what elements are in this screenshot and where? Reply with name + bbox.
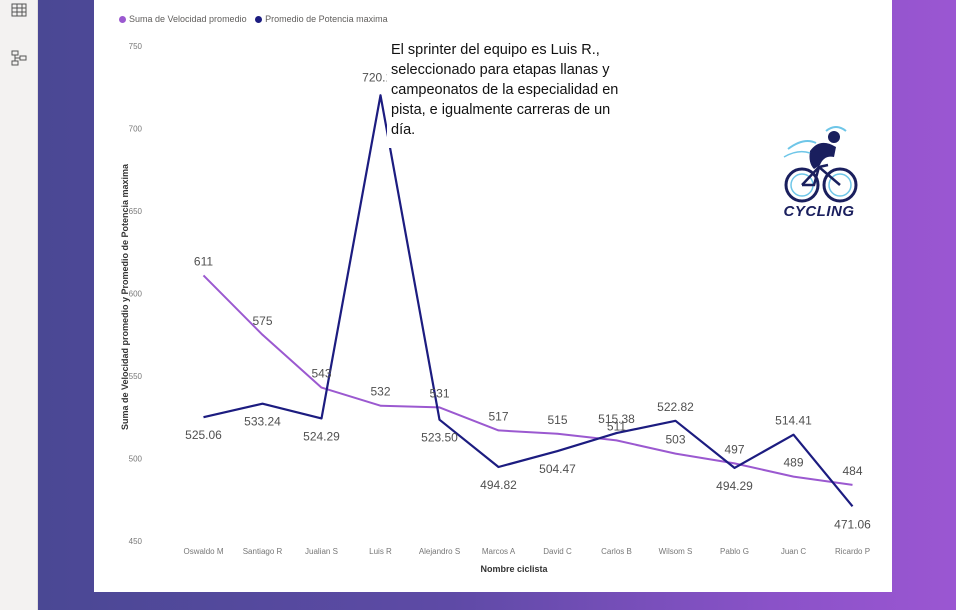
chart-svg: 450 500 550 600 650 700 750 Oswaldo M Santiago … bbox=[120, 42, 871, 574]
data-label-0-5: 517 bbox=[488, 409, 508, 423]
annotation-textbox[interactable]: El sprinter del equipo es Luis R., selec… bbox=[387, 36, 629, 148]
data-label-1-10: 514.41 bbox=[775, 414, 812, 428]
data-point-0-9[interactable] bbox=[733, 461, 737, 465]
x-axis-title: Nombre ciclista bbox=[480, 564, 548, 574]
legend-label-potencia: Promedio de Potencia maxima bbox=[265, 14, 388, 24]
series-line-1[interactable] bbox=[203, 94, 854, 507]
y-tick-label-2: 550 bbox=[129, 372, 143, 381]
data-label-1-11: 471.06 bbox=[834, 517, 871, 531]
data-point-0-0[interactable] bbox=[202, 273, 206, 277]
data-point-0-10[interactable] bbox=[792, 475, 796, 479]
data-label-0-9: 497 bbox=[724, 442, 744, 456]
legend-dot-potencia bbox=[255, 15, 263, 23]
data-point-0-5[interactable] bbox=[497, 428, 501, 432]
legend-item-potencia[interactable]: Promedio de Potencia maxima bbox=[255, 14, 388, 24]
y-tick-label-1: 500 bbox=[129, 455, 143, 464]
data-point-1-4[interactable] bbox=[438, 418, 442, 422]
data-label-0-0: 611 bbox=[194, 254, 213, 268]
data-point-0-8[interactable] bbox=[674, 452, 678, 456]
cycling-logo: CYCLING bbox=[764, 107, 874, 229]
data-label-1-0: 525.06 bbox=[185, 428, 222, 442]
y-tick-label-0: 450 bbox=[129, 537, 143, 546]
legend-item-velocidad[interactable]: Suma de Velocidad promedio bbox=[119, 14, 247, 24]
data-label-0-4: 531 bbox=[429, 386, 449, 400]
x-tick-label-7: Carlos B bbox=[601, 547, 632, 556]
data-point-1-9[interactable] bbox=[733, 466, 737, 470]
x-tick-label-10: Juan C bbox=[781, 547, 807, 556]
data-label-1-1: 533.24 bbox=[244, 415, 281, 429]
y-tick-label-6: 750 bbox=[129, 42, 143, 51]
x-tick-label-8: Wilsom S bbox=[659, 547, 693, 556]
data-point-0-1[interactable] bbox=[261, 333, 265, 337]
x-tick-label-6: David C bbox=[543, 547, 572, 556]
data-point-0-11[interactable] bbox=[851, 483, 855, 487]
data-label-0-7: 511 bbox=[607, 419, 626, 433]
series-line-0[interactable] bbox=[202, 274, 853, 486]
data-point-0-6[interactable] bbox=[556, 432, 560, 436]
model-icon[interactable] bbox=[11, 50, 27, 66]
y-axis-title: Suma de Velocidad promedio y Promedio de… bbox=[120, 163, 130, 430]
x-tick-label-1: Santiago R bbox=[243, 547, 283, 556]
data-label-1-2: 524.29 bbox=[303, 429, 340, 443]
data-point-0-7[interactable] bbox=[615, 438, 619, 442]
x-tick-label-2: Jualian S bbox=[305, 547, 338, 556]
data-label-0-2: 543 bbox=[311, 367, 331, 381]
data-point-1-11[interactable] bbox=[851, 504, 855, 508]
data-point-1-1[interactable] bbox=[261, 402, 265, 406]
data-label-0-8: 503 bbox=[665, 433, 685, 447]
data-point-1-3[interactable] bbox=[379, 93, 383, 97]
data-point-0-3[interactable] bbox=[379, 404, 383, 408]
data-label-1-5: 494.82 bbox=[480, 478, 517, 492]
data-label-0-6: 515 bbox=[547, 413, 567, 427]
data-label-1-9: 494.29 bbox=[716, 479, 753, 493]
legend-label-velocidad: Suma de Velocidad promedio bbox=[129, 14, 247, 24]
x-tick-label-0: Oswaldo M bbox=[183, 547, 223, 556]
data-point-1-8[interactable] bbox=[674, 419, 678, 423]
data-point-1-0[interactable] bbox=[202, 415, 206, 419]
data-label-1-6: 504.47 bbox=[539, 462, 576, 476]
x-tick-label-11: Ricardo P bbox=[835, 547, 870, 556]
cyclist-icon bbox=[783, 126, 858, 203]
data-label-1-8: 522.82 bbox=[657, 400, 694, 414]
y-tick-label-3: 600 bbox=[129, 290, 143, 299]
data-label-0-1: 575 bbox=[252, 314, 272, 328]
y-tick-label-5: 700 bbox=[129, 125, 143, 134]
data-point-1-6[interactable] bbox=[556, 449, 560, 453]
data-point-1-10[interactable] bbox=[792, 433, 796, 437]
data-label-0-10: 489 bbox=[783, 456, 803, 470]
x-tick-label-5: Marcos A bbox=[482, 547, 516, 556]
data-label-1-7: 515.38 bbox=[598, 412, 635, 426]
data-label-0-11: 484 bbox=[842, 464, 862, 478]
data-point-0-2[interactable] bbox=[320, 386, 324, 390]
data-label-0-3: 532 bbox=[370, 385, 390, 399]
x-tick-label-4: Alejandro S bbox=[419, 547, 460, 556]
chart-legend: Suma de Velocidad promedio Promedio de P… bbox=[119, 14, 394, 25]
data-point-1-5[interactable] bbox=[497, 465, 501, 469]
left-rail bbox=[0, 0, 38, 610]
logo-text: CYCLING bbox=[783, 203, 855, 220]
data-point-1-2[interactable] bbox=[320, 416, 324, 420]
y-tick-label-4: 650 bbox=[129, 207, 143, 216]
table-icon[interactable] bbox=[11, 2, 27, 18]
legend-dot-velocidad bbox=[119, 15, 126, 23]
data-label-1-4: 523.50 bbox=[421, 431, 458, 445]
x-tick-label-9: Pablo G bbox=[720, 547, 749, 556]
x-tick-label-3: Luis R bbox=[369, 547, 392, 556]
